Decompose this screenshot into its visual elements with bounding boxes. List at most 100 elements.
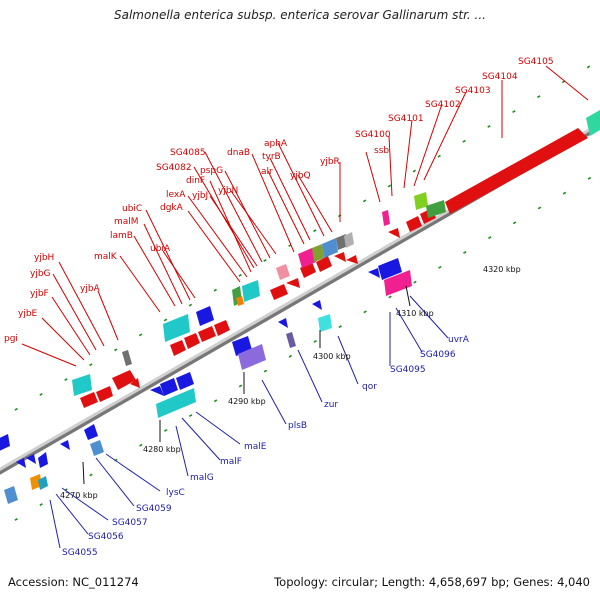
gene-forward[interactable] bbox=[130, 378, 140, 388]
gene-label[interactable]: alr bbox=[261, 167, 273, 177]
gene-label[interactable]: SG4101 bbox=[388, 114, 424, 124]
gene-label[interactable]: dnaB bbox=[227, 148, 250, 158]
gene-block-steel[interactable] bbox=[322, 238, 338, 258]
gene-block-olive[interactable] bbox=[312, 244, 324, 262]
gene-forward[interactable] bbox=[184, 333, 200, 349]
gene-block-green[interactable] bbox=[414, 192, 428, 210]
gene-forward[interactable] bbox=[334, 252, 346, 262]
gene-block-cyan[interactable] bbox=[163, 314, 190, 342]
gene-forward[interactable] bbox=[388, 228, 400, 238]
gene-block-orange[interactable] bbox=[236, 296, 244, 306]
gene-block-orange[interactable] bbox=[30, 474, 42, 490]
gene-label[interactable]: SG4105 bbox=[518, 57, 554, 67]
gene-label[interactable]: aphA bbox=[264, 139, 288, 149]
gene-label[interactable]: dinF bbox=[186, 176, 205, 186]
gene-block-steel[interactable] bbox=[90, 440, 104, 456]
gene-reverse[interactable] bbox=[60, 440, 70, 450]
gene-label[interactable]: SG4057 bbox=[112, 518, 148, 528]
gene-forward[interactable] bbox=[96, 386, 113, 402]
gene-forward[interactable] bbox=[270, 284, 288, 300]
gene-label[interactable]: ubiA bbox=[150, 244, 171, 254]
gene-block-olive[interactable] bbox=[426, 200, 446, 218]
gene-block-pink[interactable] bbox=[276, 264, 290, 280]
gene-label[interactable]: yjbG bbox=[30, 269, 51, 279]
gene-label[interactable]: yjbF bbox=[30, 289, 49, 299]
gene-label[interactable]: yjbJ bbox=[192, 191, 208, 201]
gene-reverse[interactable] bbox=[368, 268, 380, 278]
gene-label[interactable]: SG4059 bbox=[136, 504, 172, 514]
gene-reverse[interactable] bbox=[38, 452, 48, 468]
gene-block-magenta[interactable] bbox=[382, 210, 390, 226]
gene-reverse[interactable] bbox=[278, 318, 288, 328]
gene-label[interactable]: SG4103 bbox=[455, 86, 491, 96]
gene-block-cyan[interactable] bbox=[72, 374, 92, 396]
gene-label[interactable]: ssb bbox=[374, 146, 389, 156]
gene-block-magenta[interactable] bbox=[298, 248, 316, 268]
gene-forward-large[interactable] bbox=[445, 128, 588, 214]
gene-label[interactable]: SG4095 bbox=[390, 365, 426, 375]
gene-label[interactable]: yjbR bbox=[320, 157, 340, 167]
gene-label[interactable]: yjbE bbox=[18, 309, 38, 319]
gene-label[interactable]: pspG bbox=[200, 166, 223, 176]
gene-reverse[interactable] bbox=[378, 258, 402, 280]
gene-label[interactable]: SG4102 bbox=[425, 100, 461, 110]
gene-label[interactable]: malE bbox=[244, 442, 267, 452]
gene-block-magenta[interactable] bbox=[384, 270, 412, 296]
gene-forward[interactable] bbox=[80, 392, 98, 408]
gene-green-block[interactable] bbox=[586, 110, 600, 136]
gene-forward[interactable] bbox=[316, 256, 332, 272]
gene-label[interactable]: yjbA bbox=[80, 284, 101, 294]
gene-label[interactable]: dgkA bbox=[160, 203, 184, 213]
gene-block-teal[interactable] bbox=[38, 476, 48, 490]
gene-reverse[interactable] bbox=[312, 300, 322, 310]
gene-label[interactable]: plsB bbox=[288, 421, 307, 431]
gene-block-grey[interactable] bbox=[122, 350, 132, 366]
gene-reverse[interactable] bbox=[16, 458, 26, 468]
gene-label[interactable]: SG4104 bbox=[482, 72, 518, 82]
gene-block-steel[interactable] bbox=[4, 486, 18, 504]
gene-block-cyan[interactable] bbox=[156, 388, 196, 418]
gene-label[interactable]: uvrA bbox=[448, 335, 470, 345]
gene-forward[interactable] bbox=[198, 326, 216, 342]
gene-forward[interactable] bbox=[346, 255, 358, 264]
gene-label[interactable]: malM bbox=[114, 217, 139, 227]
gene-label[interactable]: yjbH bbox=[34, 253, 54, 263]
gene-block-cyan[interactable] bbox=[318, 314, 332, 332]
gene-label[interactable]: yjbQ bbox=[290, 171, 311, 181]
gene-label[interactable]: SG4085 bbox=[170, 148, 206, 158]
gene-label[interactable]: zur bbox=[324, 400, 338, 410]
gene-label[interactable]: malG bbox=[190, 473, 214, 483]
gene-block-cyan[interactable] bbox=[242, 280, 260, 302]
gene-forward[interactable] bbox=[170, 340, 186, 356]
gene-forward[interactable] bbox=[112, 370, 136, 390]
gene-reverse[interactable] bbox=[84, 424, 98, 440]
gene-label[interactable]: SG4082 bbox=[156, 163, 192, 173]
gene-block-grey-light[interactable] bbox=[344, 232, 354, 248]
gene-forward[interactable] bbox=[214, 320, 230, 336]
gene-reverse[interactable] bbox=[26, 454, 36, 464]
gene-label[interactable]: pgi bbox=[4, 334, 18, 344]
gene-label[interactable]: qor bbox=[362, 382, 377, 392]
gene-reverse[interactable] bbox=[160, 378, 178, 396]
gene-label[interactable]: malK bbox=[94, 252, 118, 262]
gene-block-violet-dark[interactable] bbox=[286, 332, 296, 348]
gene-block-blue[interactable] bbox=[196, 306, 214, 326]
gene-label[interactable]: SG4100 bbox=[355, 130, 391, 140]
gene-label[interactable]: ubiC bbox=[122, 204, 142, 214]
gene-label[interactable]: SG4056 bbox=[88, 532, 124, 542]
gene-label[interactable]: lamB bbox=[110, 231, 133, 241]
gene-forward[interactable] bbox=[406, 216, 422, 232]
gene-label[interactable]: tyrB bbox=[262, 152, 281, 162]
gene-forward[interactable] bbox=[286, 278, 300, 288]
gene-reverse[interactable] bbox=[0, 434, 10, 452]
gene-reverse[interactable] bbox=[150, 386, 164, 396]
gene-block-violet[interactable] bbox=[238, 344, 266, 370]
gene-label[interactable]: lysC bbox=[166, 488, 185, 498]
gene-label[interactable]: malF bbox=[220, 457, 242, 467]
gene-label[interactable]: lexA bbox=[166, 190, 186, 200]
gene-label[interactable]: SG4096 bbox=[420, 350, 456, 360]
gene-label[interactable]: yjbN bbox=[218, 186, 238, 196]
gene-label[interactable]: SG4055 bbox=[62, 548, 98, 558]
gene-reverse[interactable] bbox=[176, 372, 194, 390]
